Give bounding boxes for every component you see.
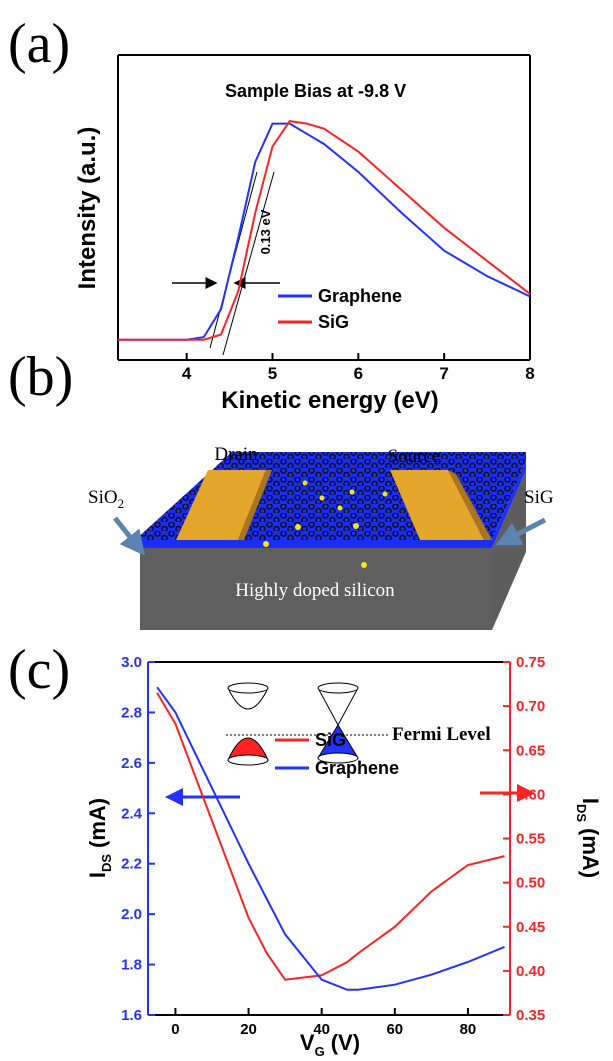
y-tick-label: 2.2	[121, 856, 142, 873]
x-tick-label: 60	[386, 1021, 403, 1038]
label-unit: (V)	[331, 1030, 360, 1055]
series-line	[118, 124, 530, 340]
legend-label: Graphene	[318, 286, 402, 306]
y-tick-label: 0.55	[516, 831, 545, 848]
y2-axis-label: IDS(mA)	[574, 798, 603, 878]
y-axis-label: Intensity (a.u.)	[74, 127, 101, 290]
label-sub: DS	[574, 804, 589, 822]
y-tick-label: 0.50	[516, 875, 545, 892]
y-tick-label: 2.4	[121, 805, 143, 822]
y-tick-label: 0.75	[516, 654, 545, 671]
band-inset	[226, 683, 390, 765]
y-tick-label: 2.6	[121, 755, 142, 772]
x-tick-label: 6	[354, 364, 363, 383]
panel-label: (b)	[8, 346, 73, 408]
panel-label: (c)	[8, 639, 70, 701]
series-line	[118, 121, 530, 340]
y-tick-label: 0.45	[516, 919, 545, 936]
arrow	[115, 518, 142, 552]
y-tick-label: 0.70	[516, 698, 545, 715]
x-axis-label: Kinetic energy (eV)	[221, 387, 438, 414]
oxide-sub: 2	[118, 496, 125, 511]
x-tick-label: 0	[171, 1021, 179, 1038]
y-tick-label: 1.6	[121, 1007, 142, 1024]
page: (a) (b) (c) Sample Bias at -9.8 V 0.13 e…	[0, 0, 613, 1061]
x-tick-label: 20	[240, 1021, 257, 1038]
label-unit: (mA)	[85, 798, 110, 848]
oxide-label: SiO2	[88, 487, 124, 511]
label-unit: (mA)	[578, 828, 603, 878]
x-tick-label: 40	[313, 1021, 330, 1038]
film-label: SiG	[524, 487, 554, 508]
substrate-label: Highly doped silicon	[235, 580, 395, 601]
y-tick-label: 0.40	[516, 963, 545, 980]
annotation: Sample Bias at -9.8 V	[225, 81, 406, 101]
x-tick-label: 8	[525, 364, 534, 383]
y-tick-label: 1.8	[121, 957, 142, 974]
panel-label: (a)	[8, 13, 70, 75]
legend-label: Graphene	[315, 758, 399, 778]
y-tick-label: 0.65	[516, 742, 545, 759]
label-sub: G	[315, 1044, 325, 1059]
x-tick-label: 4	[182, 364, 192, 383]
label-sub: DS	[99, 854, 114, 872]
drain-label: Drain	[214, 444, 258, 465]
source-label: Source	[388, 446, 441, 467]
x-tick-label: 7	[439, 364, 448, 383]
y-axis-label: IDS(mA)	[85, 798, 114, 878]
y-tick-label: 2.8	[121, 704, 142, 721]
oxide-main: SiO	[88, 487, 118, 508]
y-tick-label: 0.35	[516, 1007, 545, 1024]
x-tick-label: 5	[268, 364, 277, 383]
annotation: Fermi Level	[392, 724, 491, 745]
y-tick-label: 0.60	[516, 786, 545, 803]
device-diagram	[115, 452, 545, 630]
legend-label: SiG	[315, 730, 346, 750]
y-tick-label: 2.0	[121, 906, 142, 923]
x-tick-label: 80	[460, 1021, 477, 1038]
legend-label: SiG	[318, 312, 349, 332]
shift-label: 0.13 eV	[258, 209, 273, 254]
figure: (a) (b) (c) Sample Bias at -9.8 V 0.13 e…	[0, 0, 613, 1061]
y-tick-label: 3.0	[121, 654, 142, 671]
tangent	[223, 172, 274, 355]
